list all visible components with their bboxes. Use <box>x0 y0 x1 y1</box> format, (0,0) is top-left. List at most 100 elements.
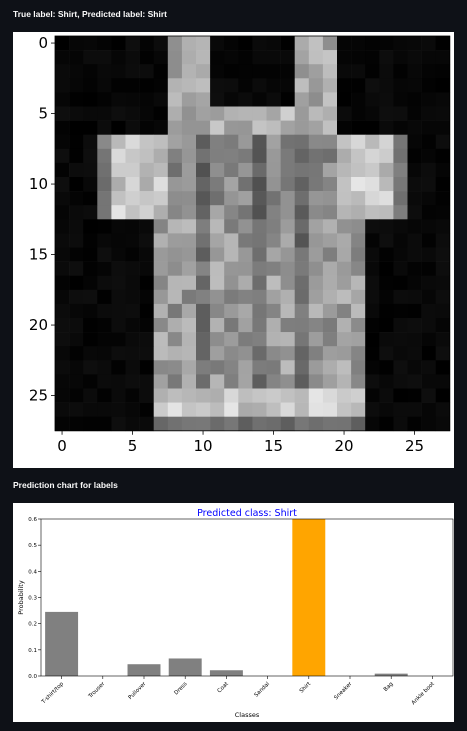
pixel <box>435 162 451 178</box>
y-tick-label: 0.5 <box>28 543 37 549</box>
pixel <box>125 318 140 333</box>
pixel <box>196 261 211 276</box>
pixel <box>308 120 324 135</box>
pixel <box>97 402 112 417</box>
pixel <box>111 374 126 389</box>
pixel <box>167 346 183 361</box>
pixel <box>181 402 197 417</box>
x-tick-label: Sandal <box>254 681 272 699</box>
pixel <box>167 388 183 403</box>
pixel <box>224 303 239 319</box>
x-tick-label: Ankle boot <box>411 681 437 707</box>
pixel <box>167 191 183 206</box>
pixel <box>337 402 352 417</box>
pixel <box>224 416 239 432</box>
pixel <box>224 92 239 107</box>
pixel <box>196 50 211 65</box>
pixel <box>125 64 140 79</box>
pixel <box>435 50 451 65</box>
pixel <box>351 289 366 305</box>
pixel <box>435 318 451 333</box>
y-tick-label: 0.1 <box>28 648 37 654</box>
pixel <box>238 177 253 192</box>
pixel <box>181 92 197 107</box>
pixel <box>266 303 281 319</box>
pixel <box>266 289 281 305</box>
pixel <box>351 346 366 361</box>
pixel <box>308 275 324 291</box>
pixel <box>196 416 211 432</box>
pixel <box>280 402 295 417</box>
pixel <box>322 318 338 333</box>
pixel <box>181 233 197 248</box>
pixel <box>83 148 98 164</box>
pixel <box>421 261 436 276</box>
pixel <box>139 120 154 135</box>
pixel <box>153 374 169 389</box>
pixel <box>69 318 84 333</box>
pixel <box>294 36 310 51</box>
pixel <box>55 36 70 51</box>
pixel <box>266 148 281 164</box>
pixel <box>351 416 366 432</box>
pixel <box>351 205 366 220</box>
pixel <box>435 275 451 291</box>
pixel <box>294 275 310 291</box>
pixel <box>393 374 408 389</box>
pixel <box>153 247 169 262</box>
x-tick-label: Sneaker <box>333 681 354 702</box>
pixel <box>210 191 225 206</box>
pixel <box>351 64 366 79</box>
pixel <box>196 219 211 234</box>
pixel <box>83 388 98 403</box>
pixel <box>322 402 338 417</box>
pixel <box>322 148 338 164</box>
pixel <box>97 388 112 403</box>
pixel <box>421 303 436 319</box>
pixel <box>97 120 112 135</box>
pixel <box>97 289 112 305</box>
pixel <box>224 205 239 220</box>
pixel <box>181 275 197 291</box>
pixel <box>196 318 211 333</box>
pixel <box>69 120 84 135</box>
pixel <box>111 191 126 206</box>
pixel <box>125 388 140 403</box>
pixel <box>294 120 310 135</box>
pixel <box>210 64 225 79</box>
pixel <box>294 332 310 347</box>
pixel <box>210 106 225 121</box>
pixel <box>139 275 154 291</box>
pixel <box>125 191 140 206</box>
pixel <box>421 346 436 361</box>
pixel <box>294 261 310 276</box>
pixel <box>294 50 310 65</box>
pixel <box>224 162 239 178</box>
pixel <box>252 177 267 192</box>
pixel <box>181 303 197 319</box>
pixel <box>55 148 70 164</box>
pixel <box>308 233 324 248</box>
pixel <box>167 148 183 164</box>
pixel <box>153 233 169 248</box>
pixel <box>125 78 140 93</box>
pixel <box>393 346 408 361</box>
pixel <box>322 219 338 234</box>
pixel <box>407 64 422 79</box>
pixel <box>97 416 112 432</box>
bar-pullover <box>127 664 161 676</box>
pixel <box>97 205 112 220</box>
pixel <box>365 148 380 164</box>
pixel <box>365 162 380 178</box>
pixel <box>167 36 183 51</box>
pixel <box>393 332 408 347</box>
pixel <box>280 148 295 164</box>
pixel <box>252 346 267 361</box>
pixel <box>365 332 380 347</box>
pixel <box>379 346 394 361</box>
pixel <box>210 388 225 403</box>
bar-bag <box>374 673 408 676</box>
x-tick-label: Pullover <box>128 681 148 701</box>
pixel <box>69 261 84 276</box>
pixel <box>351 148 366 164</box>
